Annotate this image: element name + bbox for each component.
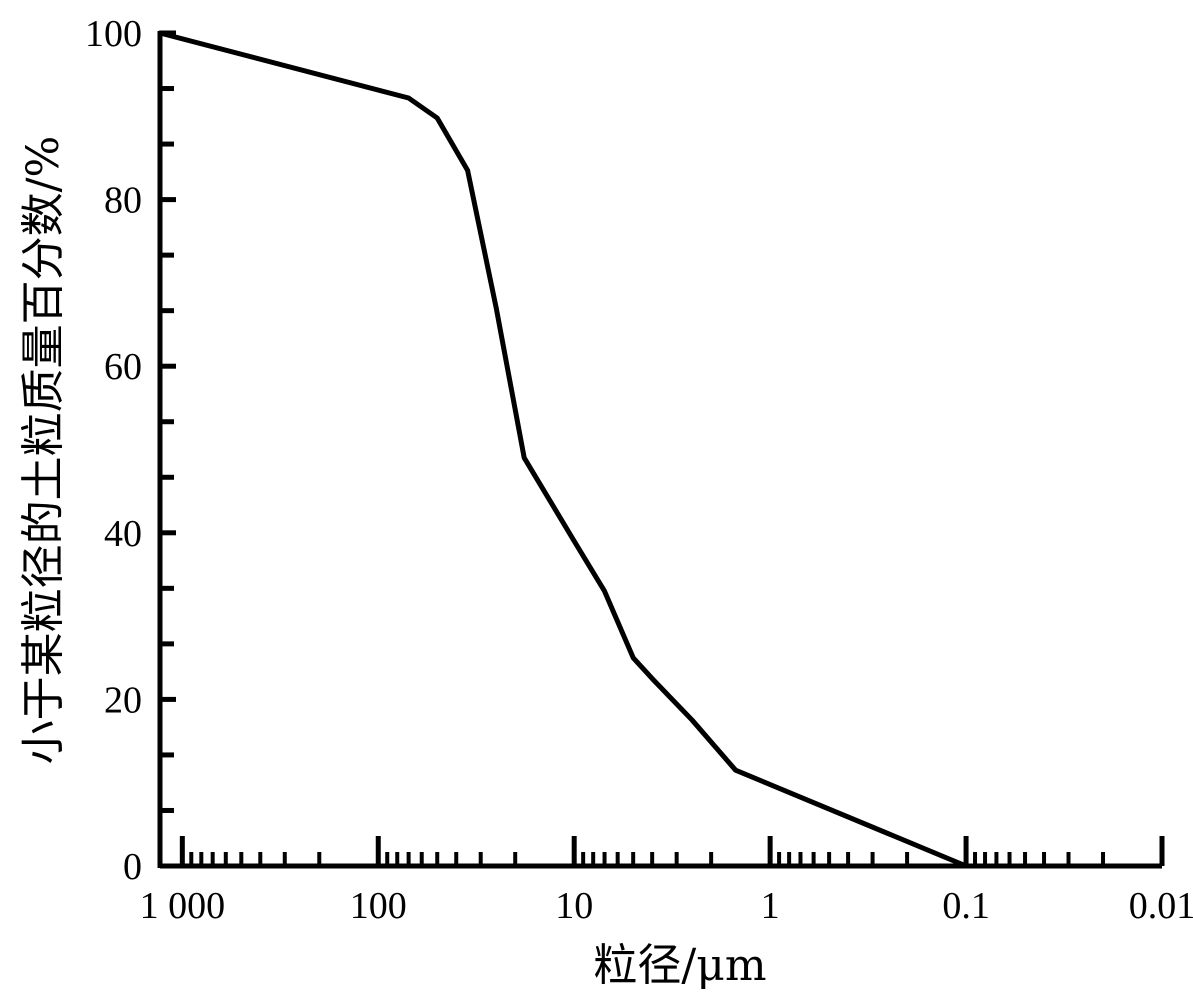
x-tick-label: 0.01 [1129,885,1193,927]
x-tick-label: 1 000 [140,885,226,927]
series-group [157,30,969,869]
y-tick-label: 60 [104,346,142,388]
x-tick-label: 10 [555,885,593,927]
axes [157,31,1162,869]
series-line-0 [157,30,969,869]
x-tick-label: 1 [761,885,780,927]
y-tick-label: 100 [85,13,142,55]
y-tick-label: 40 [104,513,142,555]
y-tick-label: 80 [104,180,142,222]
ticks [160,30,1165,866]
y-tick-label: 20 [104,679,142,721]
x-tick-label: 100 [350,885,407,927]
x-axis-title: 粒径/μm [593,940,766,991]
y-tick-label: 0 [123,846,142,888]
x-tick-label: 0.1 [942,885,990,927]
y-axis-title: 小于某粒径的土粒质量百分数/% [18,136,69,765]
tick-labels: 0 20 40 60 80 100 1 000 100 10 1 0.1 0.01 [85,13,1193,927]
